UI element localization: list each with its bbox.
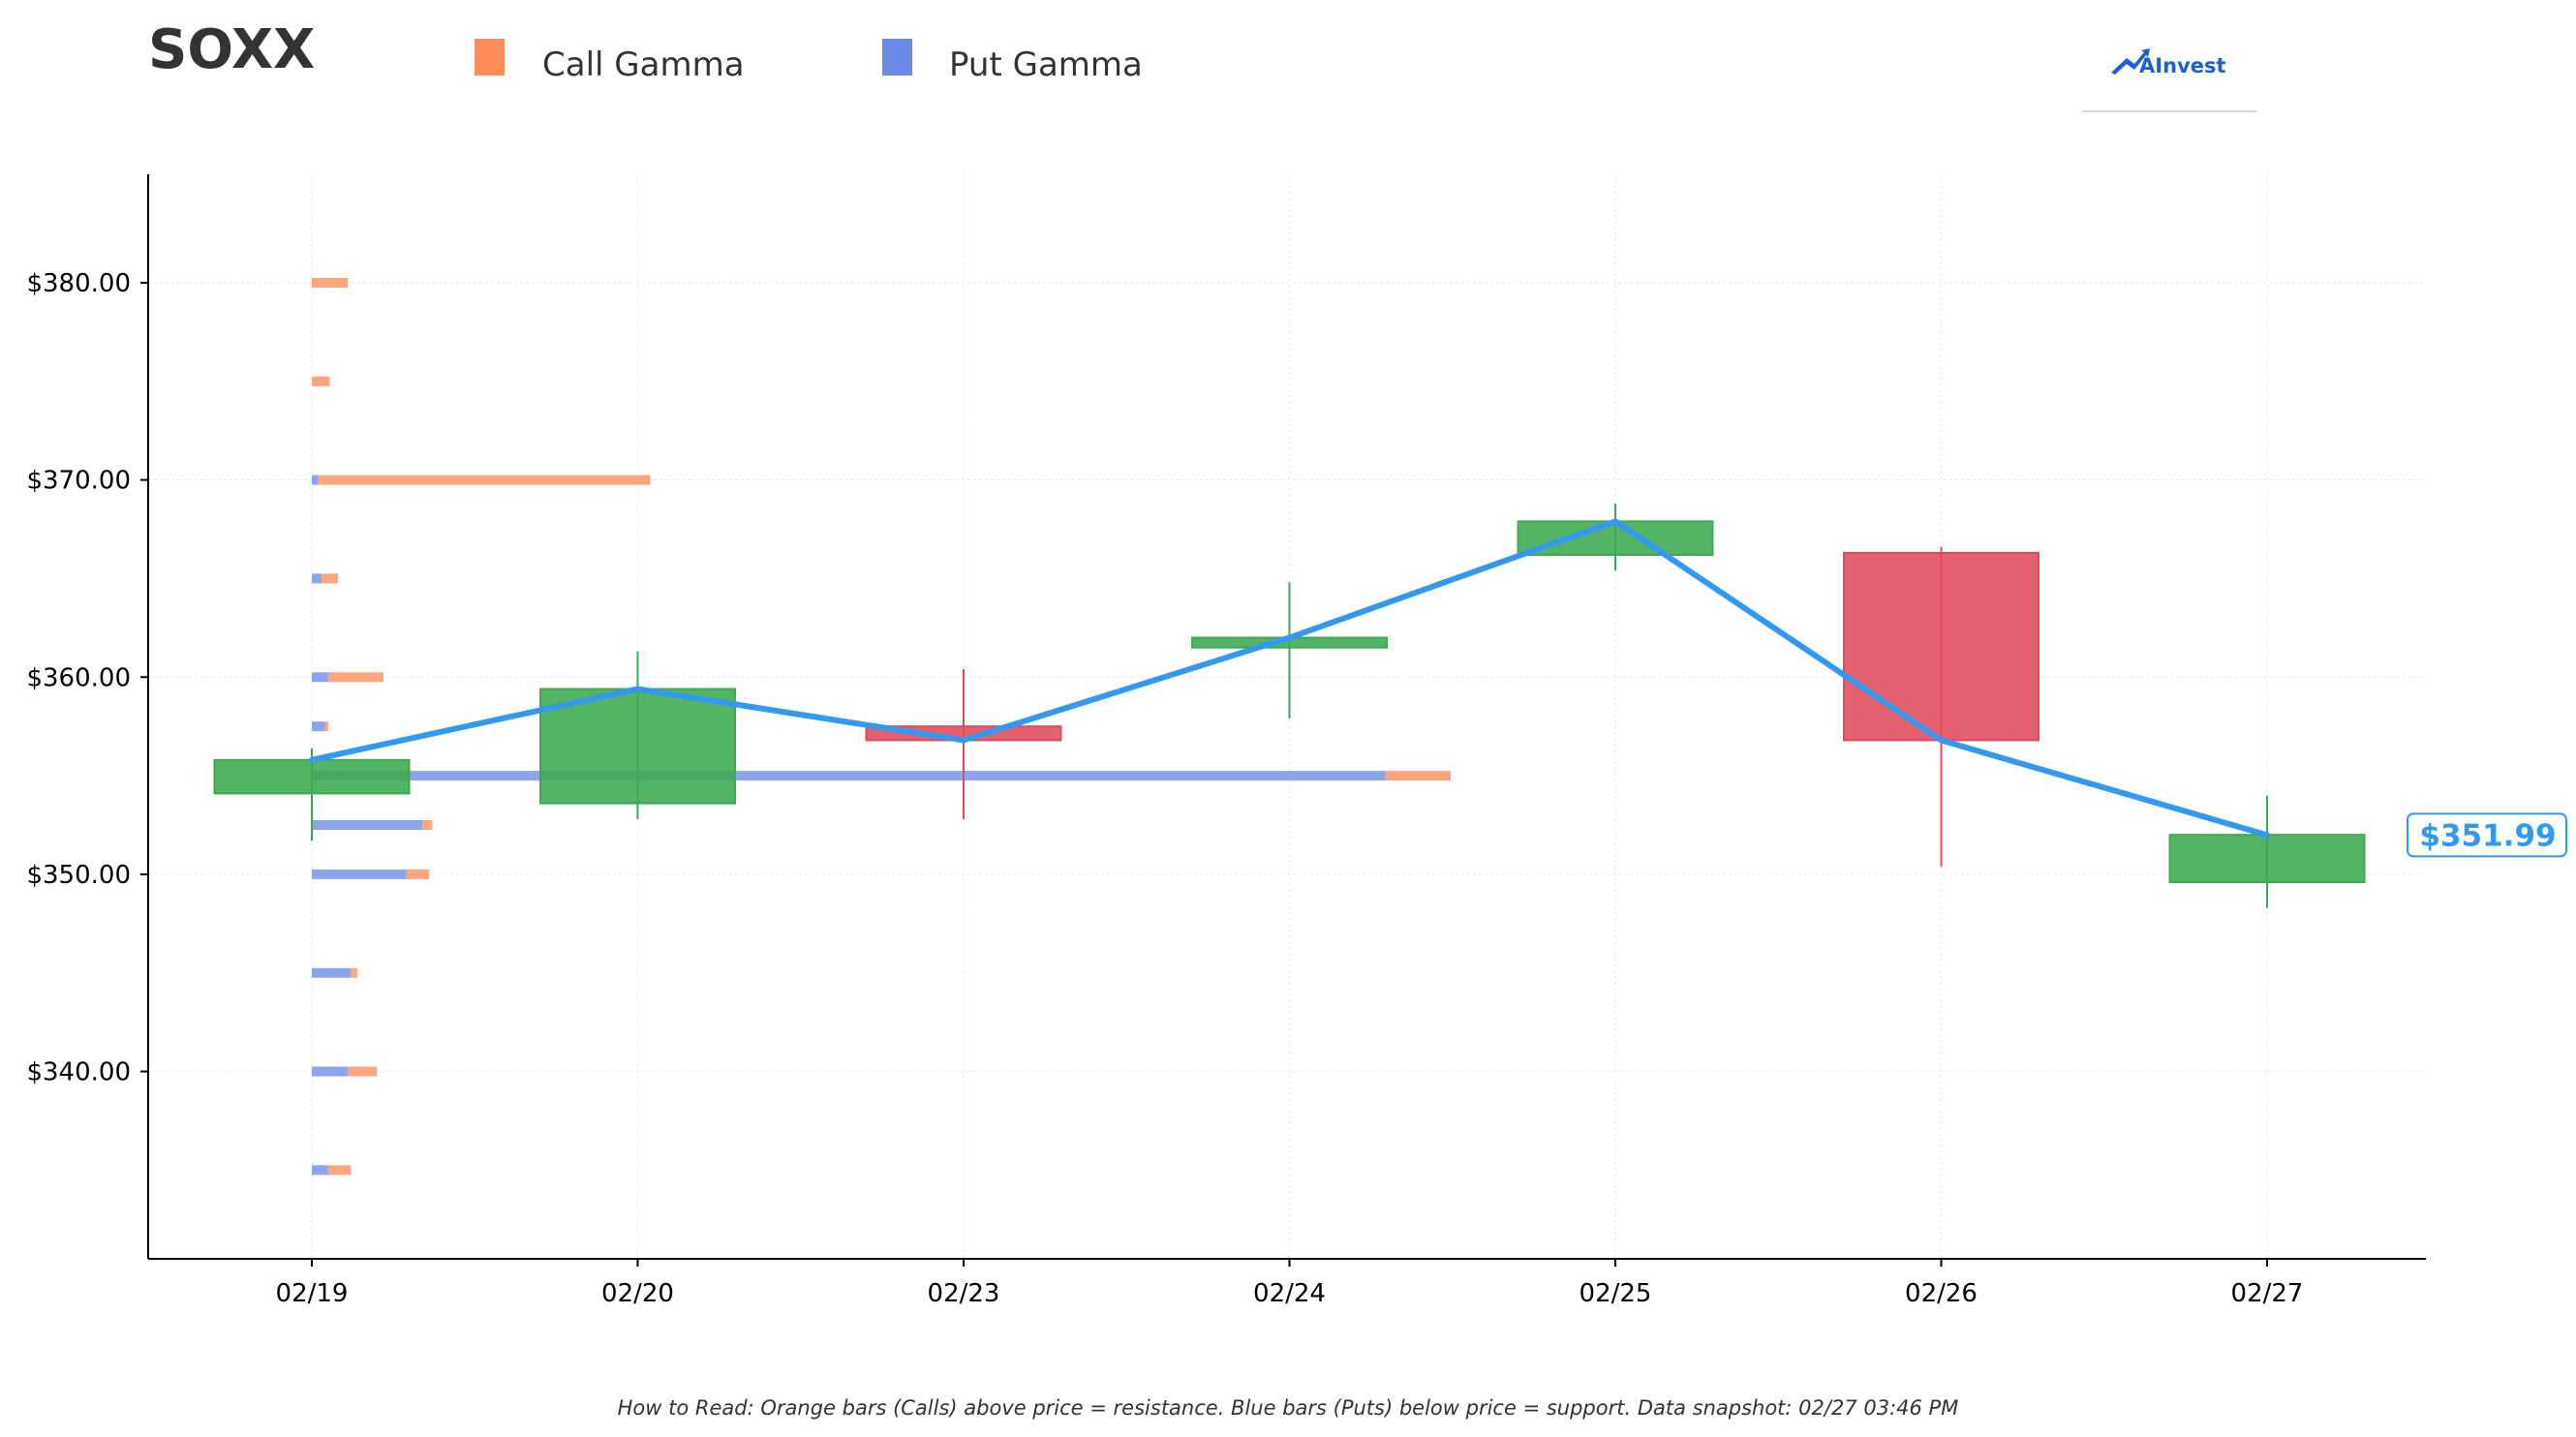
candle-body <box>213 758 411 795</box>
legend: Call Gamma Put Gamma <box>475 39 1143 84</box>
x-tick-label: 02/23 <box>928 1279 1000 1308</box>
x-tick-label: 02/20 <box>601 1279 674 1308</box>
call-gamma-bar <box>422 820 433 830</box>
ainvest-logo: AInvest <box>2082 48 2257 112</box>
chart-arrow-icon <box>2111 48 2150 75</box>
candle-body <box>1843 551 2039 742</box>
price-line <box>309 518 2270 839</box>
candle-body <box>539 688 736 805</box>
x-tick-label: 02/26 <box>1905 1279 1978 1308</box>
put-gamma-bar <box>312 869 407 879</box>
chart-title: SOXX <box>148 18 315 81</box>
call-gamma-bar <box>347 1066 378 1077</box>
x-tick-label: 02/19 <box>276 1279 349 1308</box>
call-gamma-bar <box>322 573 338 584</box>
legend-call-label: Call Gamma <box>542 46 745 84</box>
put-gamma-bar <box>312 721 325 732</box>
call-gamma-bar <box>327 672 383 683</box>
put-gamma-bar <box>312 1165 328 1176</box>
call-gamma-bar <box>1385 771 1451 781</box>
legend-call-swatch <box>475 39 505 76</box>
put-gamma-bar <box>312 474 319 485</box>
call-gamma-bar <box>406 869 429 879</box>
put-gamma-bar <box>312 672 328 683</box>
y-tick-label: $340.00 <box>26 1058 131 1087</box>
candle-body <box>2168 834 2366 884</box>
footnote: How to Read: Orange bars (Calls) above p… <box>618 1396 1959 1420</box>
x-tick-label: 02/24 <box>1253 1279 1326 1308</box>
legend-put-label: Put Gamma <box>949 46 1143 84</box>
x-tick-label: 02/27 <box>2231 1279 2304 1308</box>
legend-put-swatch <box>882 39 912 76</box>
x-tick-label: 02/25 <box>1579 1279 1652 1308</box>
y-tick-label: $360.00 <box>26 663 131 692</box>
candle-body <box>1517 520 1714 557</box>
logo-text: AInvest <box>2139 54 2226 77</box>
y-tick-label: $380.00 <box>26 269 131 298</box>
y-tick-label: $350.00 <box>26 861 131 890</box>
call-gamma-bar <box>318 474 651 485</box>
put-gamma-bar <box>312 967 352 978</box>
put-gamma-bar <box>312 820 423 830</box>
put-gamma-bar <box>312 573 322 584</box>
last-price-label: $351.99 <box>2419 818 2556 853</box>
call-gamma-bar <box>312 376 330 386</box>
plot-area: $351.99 $340.00 $350.00 $360.00 $370.00 $380.… <box>26 174 2567 1308</box>
call-gamma-bar <box>312 278 348 288</box>
call-gamma-bar <box>327 1165 352 1176</box>
call-gamma-bar <box>324 721 328 732</box>
put-gamma-bar <box>312 771 1386 781</box>
last-price-badge <box>2407 812 2567 858</box>
y-tick-label: $370.00 <box>26 467 131 496</box>
call-gamma-bar <box>351 967 358 978</box>
put-gamma-bar <box>312 1066 348 1077</box>
